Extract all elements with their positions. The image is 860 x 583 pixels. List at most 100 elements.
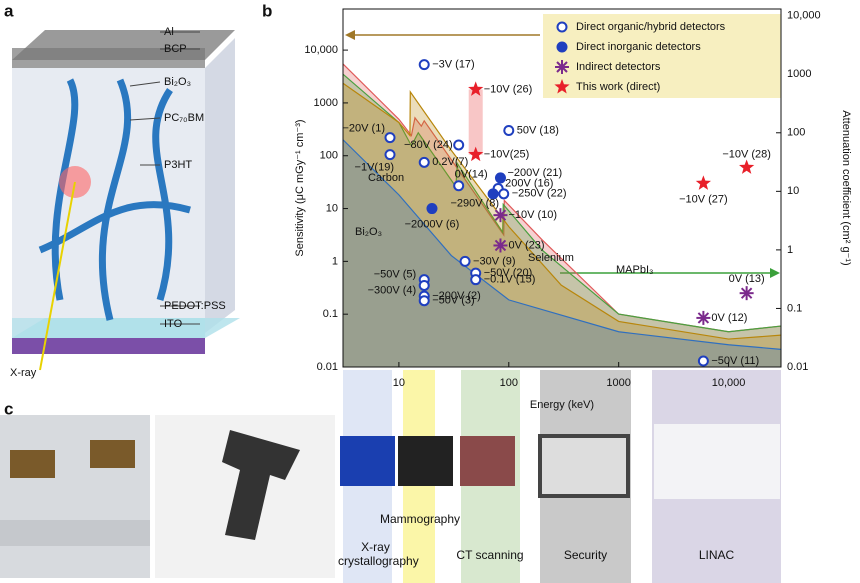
marker (556, 21, 568, 33)
application-label: CT scanning (456, 548, 524, 562)
panel-label: c (4, 399, 13, 418)
layer-label: BCP (164, 43, 187, 55)
marker (487, 188, 499, 200)
application-label: Mammography (379, 512, 461, 526)
marker (554, 79, 570, 94)
marker (459, 255, 471, 267)
point-label: −10V (28) (722, 148, 771, 160)
application-label: X-ray crystallography (338, 540, 419, 568)
marker (418, 295, 430, 307)
legend-label: Indirect detectors (576, 61, 661, 73)
image (654, 424, 780, 499)
photo (222, 430, 300, 540)
marker-stroke (740, 287, 753, 299)
legend-label: Direct inorganic detectors (576, 41, 701, 53)
marker (493, 238, 508, 253)
marker (556, 41, 568, 53)
marker-stroke (494, 209, 507, 221)
point-label: −250V (22) (512, 188, 567, 200)
y-tick-label: 100 (320, 150, 338, 162)
x-tick-label: 100 (500, 377, 518, 389)
panel-label: a (4, 1, 14, 20)
y-tick-label: 10 (326, 202, 338, 214)
y2-tick-label: 1 (787, 244, 793, 256)
area-fill (343, 83, 781, 368)
x-tick-label: 1000 (606, 377, 630, 389)
marker (697, 355, 709, 367)
marker (418, 59, 430, 71)
image (538, 434, 630, 498)
curve-label: Selenium (528, 252, 574, 264)
point-label: −50V (3) (432, 295, 475, 307)
arrow (770, 268, 780, 278)
point-label: −3V (17) (432, 59, 475, 71)
point-label: 0V(14) (455, 169, 488, 181)
marker (555, 60, 569, 74)
device (12, 30, 240, 371)
attenuation-curve (342, 73, 782, 333)
application-label: Security (563, 548, 608, 562)
y2-tick-label: 10,000 (787, 10, 821, 22)
y-tick-label: 1000 (314, 97, 338, 109)
x-tick-label: 10,000 (712, 377, 746, 389)
plot: Bi₂O₃ MAPbI₃ Selenium Carbon 10 100 1000 10,000… (304, 10, 820, 389)
y-tick-label: 10,000 (304, 44, 338, 56)
legend-label: This work (direct) (576, 81, 660, 93)
photo (90, 440, 135, 468)
attenuation-curve (342, 139, 782, 350)
image (460, 436, 515, 486)
point-label: −10V (26) (484, 83, 533, 95)
point-label: −80V (24) (404, 139, 453, 151)
area-fill (343, 139, 781, 367)
point-label: −30V (9) (473, 255, 516, 267)
point-label: −10V(25) (484, 149, 530, 161)
point-label: 200V (16) (505, 177, 553, 189)
legend-box (543, 14, 781, 98)
y2-tick-label: 0.01 (787, 361, 808, 373)
arrow (345, 30, 355, 40)
marker (494, 172, 506, 184)
marker (453, 139, 465, 151)
marker (468, 81, 484, 96)
curve-label: Carbon (368, 172, 404, 184)
xray-label: X-ray (10, 367, 37, 379)
point-label: 0V (12) (711, 312, 747, 324)
y2-tick-label: 10 (787, 185, 799, 197)
layer-label: Bi₂O₃ (164, 76, 191, 88)
marker (503, 125, 515, 137)
marker (384, 149, 396, 161)
panel-label: b (262, 1, 272, 20)
layer-label: P3HT (164, 159, 192, 171)
curve-label: MAPbI₃ (616, 264, 654, 276)
marker (384, 132, 396, 144)
plot-frame (342, 8, 782, 368)
photo (10, 450, 55, 478)
layer-label: ITO (164, 318, 183, 330)
curve-label: Bi₂O₃ (355, 226, 382, 238)
y2-tick-label: 1000 (787, 68, 811, 80)
point-label: −50V (11) (711, 355, 759, 367)
point-label: −200V (2) (432, 290, 481, 302)
image (340, 436, 395, 486)
y2-tick-label: 0.1 (787, 302, 802, 314)
y-tick-label: 0.01 (317, 361, 338, 373)
x-tick-label: 10 (393, 377, 405, 389)
area-fill (343, 63, 781, 368)
point-label: 0V (13) (729, 273, 765, 285)
marker-stroke (697, 312, 710, 324)
marker (453, 180, 465, 192)
marker-stroke (494, 239, 507, 252)
marker (418, 279, 430, 291)
marker (418, 156, 430, 168)
legend-label: Direct organic/hybrid detectors (576, 21, 726, 33)
point-label: −200V (21) (507, 167, 562, 179)
photo (0, 415, 150, 578)
highlight (468, 89, 483, 155)
layer-label: PC₇₀BM (164, 112, 204, 124)
x-axis-label: Energy (keV) (530, 399, 594, 411)
y2-axis-label: Attenuation coefficient (cm² g⁻¹) (840, 110, 852, 265)
image (398, 436, 453, 486)
marker (470, 274, 482, 286)
